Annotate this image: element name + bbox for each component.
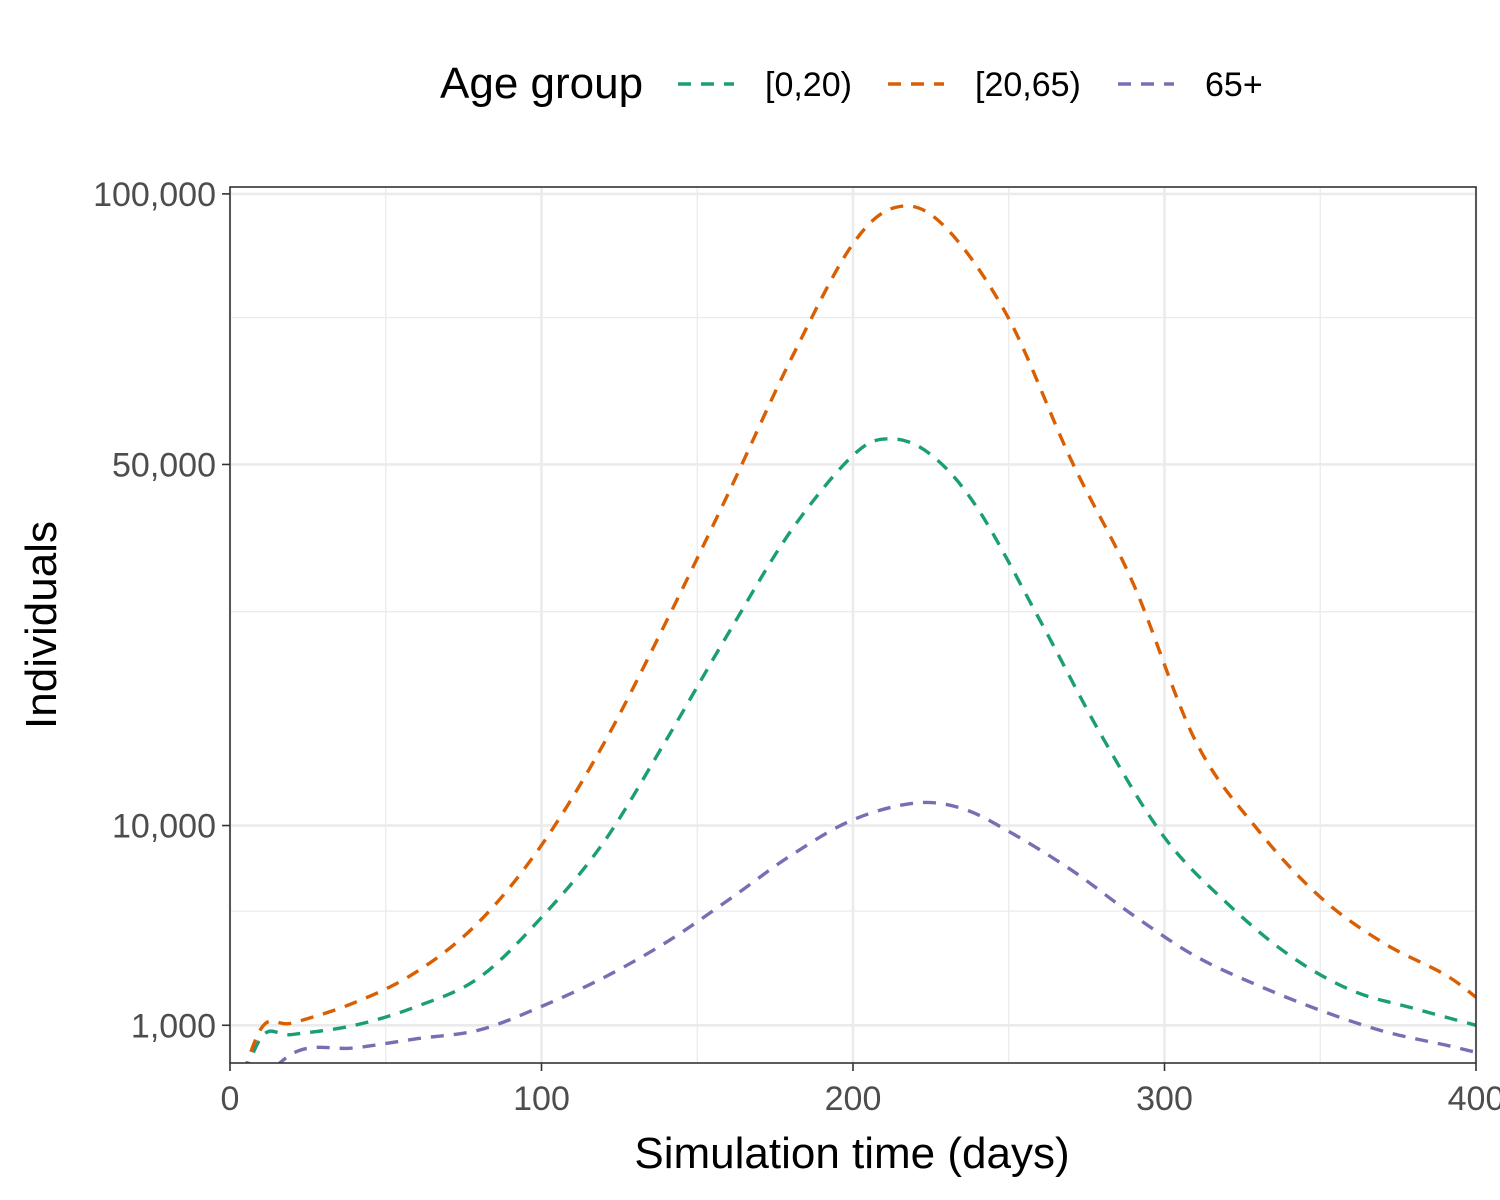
y-tick-label: 100,000	[93, 176, 216, 214]
y-axis: 1,000 10,000 50,000 100,000	[93, 176, 230, 1045]
y-axis-label: Individuals	[17, 521, 66, 729]
x-axis-label: Simulation time (days)	[634, 1129, 1069, 1178]
series-lines	[245, 204, 1476, 1063]
y-tick-label: 10,000	[112, 808, 216, 846]
legend-label-0-20: [0,20)	[765, 66, 852, 104]
x-tick-label: 100	[513, 1080, 570, 1118]
plot-area	[228, 186, 1478, 1064]
legend-label-65: 65+	[1205, 66, 1263, 104]
x-tick-label: 300	[1136, 1080, 1193, 1118]
x-tick-label: 400	[1448, 1080, 1500, 1118]
x-axis: 0 100 200 300 400	[221, 1063, 1500, 1118]
legend: Age group [0,20) [20,65) 65+	[440, 59, 1263, 108]
legend-label-20-65: [20,65)	[975, 66, 1081, 104]
series-line-20-65	[245, 204, 1476, 1063]
series-line-0-20	[247, 437, 1476, 1063]
x-tick-label: 0	[221, 1080, 240, 1118]
legend-title: Age group	[440, 59, 643, 108]
x-tick-label: 200	[825, 1080, 882, 1118]
legend-items: [0,20) [20,65) 65+	[678, 66, 1263, 104]
y-tick-label: 50,000	[112, 446, 216, 484]
y-tick-label: 1,000	[131, 1007, 216, 1045]
